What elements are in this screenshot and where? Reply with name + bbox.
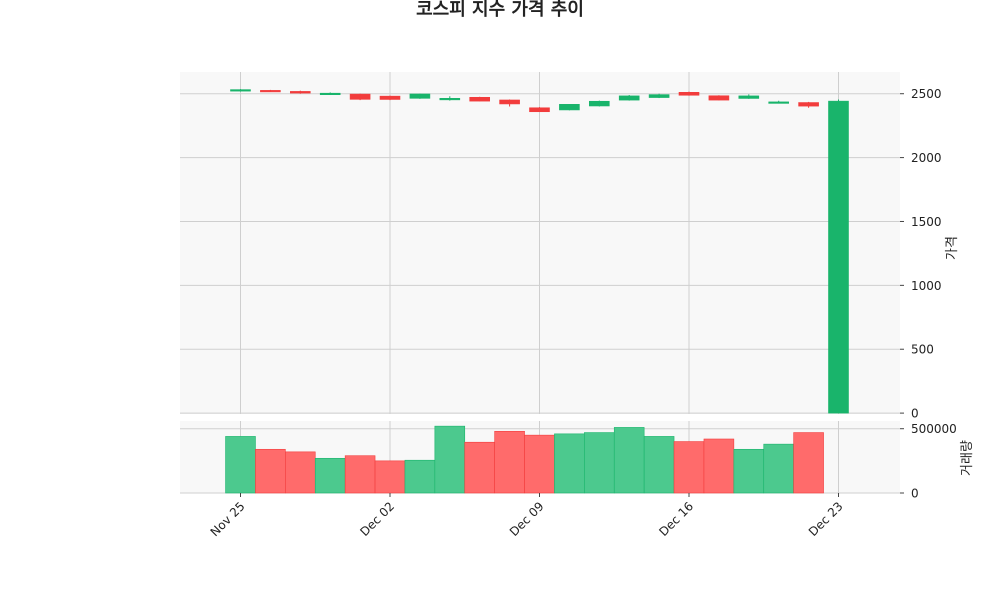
volume-bar <box>703 438 735 494</box>
volume-bar <box>314 457 346 494</box>
candle-body <box>559 104 580 111</box>
candle-body <box>768 101 790 104</box>
price-tick-label: 500 <box>911 343 934 357</box>
price-tick-label: 0 <box>911 407 919 421</box>
volume-bar <box>554 433 585 494</box>
candle-body <box>738 95 760 99</box>
volume-bar <box>673 441 705 494</box>
candle-body <box>260 90 281 93</box>
volume-bar <box>643 436 675 494</box>
volume-bar <box>613 427 645 494</box>
volume-bar <box>285 451 316 494</box>
price-tick-label: 2000 <box>911 151 942 165</box>
volume-bar <box>434 425 466 494</box>
candle-body <box>349 93 371 100</box>
candle-body <box>289 91 311 94</box>
volume-bar <box>464 441 495 494</box>
price-axis-label: 가격 <box>945 236 960 260</box>
candle-body <box>828 100 849 414</box>
candle-body <box>708 95 730 101</box>
date-tick-label: Nov 25 <box>208 499 248 539</box>
volume-bar <box>344 455 376 494</box>
candle-body <box>379 95 401 100</box>
candle-body <box>469 96 491 102</box>
price-tick-label: 2500 <box>911 87 942 101</box>
volume-bar <box>255 448 286 494</box>
volume-bar <box>793 432 824 494</box>
volume-bar <box>494 430 525 494</box>
chart-title: 코스피 지수 가격 추이 <box>416 0 584 20</box>
date-tick-label: Dec 02 <box>357 499 397 539</box>
candle-body <box>439 98 461 101</box>
date-tick-label: Dec 09 <box>507 499 547 539</box>
candle-body <box>319 92 341 96</box>
volume-bars <box>225 425 824 494</box>
volume-bar <box>404 459 436 494</box>
price-candles <box>230 89 849 414</box>
volume-bar <box>374 460 406 494</box>
candle-body <box>678 92 700 96</box>
price-tick-label: 1500 <box>911 215 942 229</box>
candle-body <box>230 89 251 92</box>
candle-body <box>409 93 431 99</box>
volume-bar <box>584 432 615 494</box>
candle-body <box>798 102 819 107</box>
candle-body <box>499 99 520 105</box>
volume-bar <box>733 448 765 494</box>
date-tick-label: Dec 23 <box>806 499 846 539</box>
volume-bar <box>763 443 794 494</box>
candle-body <box>529 107 550 113</box>
volume-axis-label: 거래량 <box>960 440 975 476</box>
price-tick-label: 1000 <box>911 279 942 293</box>
date-tick-label: Dec 16 <box>656 499 696 539</box>
volume-tick-label: 500000 <box>911 422 957 436</box>
volume-tick-label: 0 <box>911 487 919 501</box>
volume-bar <box>225 436 256 494</box>
volume-bar <box>524 434 555 494</box>
candle-body <box>648 94 670 98</box>
candle-body <box>618 95 640 101</box>
candle-body <box>588 100 610 107</box>
